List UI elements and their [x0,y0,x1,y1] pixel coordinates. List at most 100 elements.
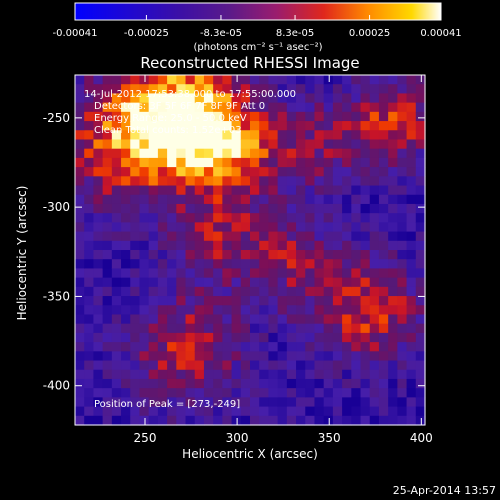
heatmap-cell [277,111,288,122]
heatmap-cell [157,415,168,426]
heatmap-cell [415,139,426,150]
heatmap-cell [406,332,417,343]
heatmap-cell [332,157,343,168]
heatmap-cell [415,185,426,196]
heatmap-cell [111,342,122,352]
heatmap-cell [342,268,352,279]
heatmap-cell [176,332,187,343]
heatmap-cell [250,121,260,131]
heatmap-cell [222,84,233,95]
heatmap-cell [84,351,95,362]
heatmap-cell [415,360,426,371]
heatmap-cell [277,130,288,141]
heatmap-cell [111,167,122,177]
heatmap-cell [397,314,408,325]
heatmap-cell [240,378,251,389]
heatmap-cell [296,84,306,95]
heatmap-cell [84,268,95,279]
heatmap-cell [277,139,288,150]
heatmap-cell [167,157,177,168]
heatmap-cell [75,378,85,389]
heatmap-cell [332,185,343,196]
heatmap-cell [332,176,343,187]
heatmap-cell [378,102,389,113]
heatmap-cell [259,360,270,371]
heatmap-cell [203,231,214,242]
heatmap-cell [176,222,187,233]
heatmap-cell [121,259,131,270]
heatmap-cell [378,185,389,196]
heatmap-cell [148,378,159,389]
heatmap-cell [157,397,168,408]
heatmap-cell [194,203,205,214]
heatmap-cell [93,332,104,343]
heatmap-cell [305,360,316,371]
heatmap-cell [185,296,196,306]
heatmap-cell [351,277,362,288]
heatmap-cell [323,268,334,279]
heatmap-cell [185,351,196,362]
heatmap-cell [231,121,242,131]
heatmap-cell [277,415,288,426]
heatmap-cell [314,176,325,187]
heatmap-cell [351,148,362,159]
heatmap-cell [406,305,417,316]
heatmap-cell [167,111,177,122]
heatmap-cell [268,351,279,362]
heatmap-cell [222,102,233,113]
heatmap-cell [121,397,131,408]
heatmap-cell [323,93,334,104]
heatmap-cell [157,84,168,95]
heatmap-cell [305,194,316,205]
heatmap-cell [314,406,325,417]
heatmap-cell [222,250,233,260]
heatmap-cell [231,360,242,371]
heatmap-cell [286,286,297,297]
heatmap-cell [222,222,233,233]
heatmap-cell [296,240,306,251]
heatmap-cell [111,213,122,223]
heatmap-cell [121,176,131,187]
heatmap-cell [240,342,251,352]
heatmap-cell [111,296,122,306]
heatmap-cell [360,75,371,85]
heatmap-cell [369,84,380,95]
heatmap-cell [176,397,187,408]
heatmap-cell [130,388,141,398]
heatmap-cell [305,121,316,131]
heatmap-cell [305,388,316,398]
heatmap-cell [240,323,251,334]
heatmap-cell [415,378,426,389]
heatmap-cell [121,286,131,297]
heatmap-cell [185,176,196,187]
heatmap-cell [231,203,242,214]
heatmap-cell [388,194,398,205]
heatmap-cell [222,360,233,371]
heatmap-cell [323,203,334,214]
heatmap-cell [185,406,196,417]
heatmap-cell [157,231,168,242]
heatmap-cell [360,130,371,141]
heatmap-cell [314,415,325,426]
heatmap-cell [213,351,223,362]
heatmap-cell [240,314,251,325]
heatmap-cell [240,397,251,408]
heatmap-cell [185,148,196,159]
heatmap-cell [314,167,325,177]
heatmap-cell [75,148,85,159]
heatmap-cell [231,102,242,113]
heatmap-cell [84,139,95,150]
heatmap-cell [314,378,325,389]
timestamp: 25-Apr-2014 13:57 [393,484,496,497]
heatmap-cell [277,351,288,362]
heatmap-cell [102,222,113,233]
heatmap-cell [415,314,426,325]
heatmap-cell [360,277,371,288]
heatmap-cell [157,102,168,113]
heatmap-cell [130,213,141,223]
heatmap-cell [397,139,408,150]
heatmap-cell [415,203,426,214]
heatmap-cell [351,286,362,297]
heatmap-cell [185,415,196,426]
heatmap-cell [148,84,159,95]
